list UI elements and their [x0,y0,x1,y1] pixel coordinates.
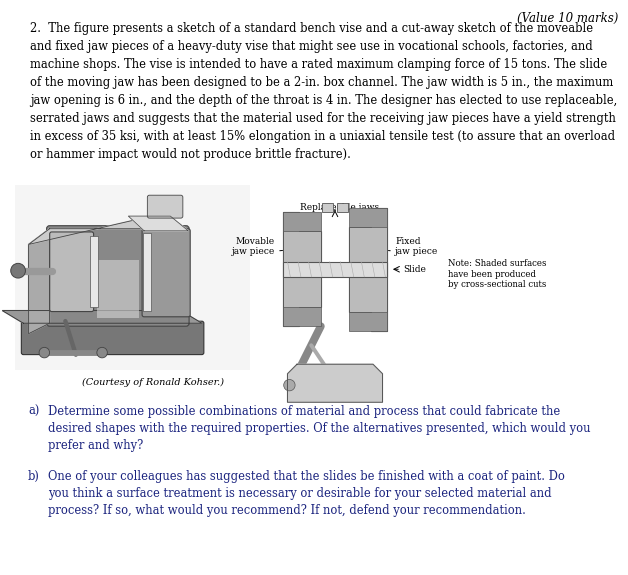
Text: in excess of 35 ksi, with at least 15% elongation in a uniaxial tensile test (to: in excess of 35 ksi, with at least 15% e… [30,130,615,143]
Polygon shape [349,208,387,331]
Polygon shape [128,216,188,231]
Bar [283,262,387,277]
Text: you think a surface treatment is necessary or desirable for your selected materi: you think a surface treatment is necessa… [48,487,551,500]
Text: prefer and why?: prefer and why? [48,439,143,452]
Text: Fixed
jaw piece: Fixed jaw piece [395,237,438,256]
Polygon shape [29,213,186,244]
Circle shape [284,380,295,391]
Text: b): b) [28,470,40,483]
Text: 2.  The figure presents a sketch of a standard bench vise and a cut-away sketch : 2. The figure presents a sketch of a sta… [30,22,593,35]
FancyBboxPatch shape [148,195,183,218]
Bar [143,233,151,310]
Bar [283,212,321,231]
Circle shape [97,347,107,358]
Bar [349,208,387,227]
Circle shape [39,347,50,358]
Polygon shape [29,229,50,334]
Bar [90,236,98,308]
Text: serrated jaws and suggests that the material used for the receiving jaw pieces h: serrated jaws and suggests that the mate… [30,112,616,125]
Text: Determine some possible combinations of material and process that could fabricat: Determine some possible combinations of … [48,405,560,418]
Text: Replaceable jaws: Replaceable jaws [300,203,379,212]
Text: jaw opening is 6 in., and the depth of the throat is 4 in. The designer has elec: jaw opening is 6 in., and the depth of t… [30,94,617,107]
Text: machine shops. The vise is intended to have a rated maximum clamping force of 15: machine shops. The vise is intended to h… [30,58,607,71]
Bar [97,260,139,318]
Bar [322,203,333,212]
FancyBboxPatch shape [46,226,189,326]
Bar [349,312,387,331]
Text: process? If so, what would you recommend? If not, defend your recommendation.: process? If so, what would you recommend… [48,504,526,517]
Bar [283,307,321,326]
Bar [337,203,349,212]
Text: (Value 10 marks): (Value 10 marks) [517,12,618,25]
Text: of the moving jaw has been designed to be a 2-in. box channel. The jaw width is : of the moving jaw has been designed to b… [30,76,614,89]
Text: Note: Shaded surfaces
have been produced
by cross-sectional cuts: Note: Shaded surfaces have been produced… [448,259,546,289]
Polygon shape [283,212,321,326]
Circle shape [11,263,26,278]
FancyBboxPatch shape [21,321,204,355]
Polygon shape [288,364,382,402]
Text: desired shapes with the required properties. Of the alternatives presented, whic: desired shapes with the required propert… [48,422,590,435]
Text: Movable
jaw piece: Movable jaw piece [232,237,275,256]
Text: Slide: Slide [403,264,426,274]
FancyBboxPatch shape [50,232,94,312]
Polygon shape [3,310,202,323]
Text: and fixed jaw pieces of a heavy-duty vise that might see use in vocational schoo: and fixed jaw pieces of a heavy-duty vis… [30,40,593,53]
Text: One of your colleagues has suggested that the slides be finished with a coat of : One of your colleagues has suggested tha… [48,470,565,483]
Text: or hammer impact would not produce brittle fracture).: or hammer impact would not produce britt… [30,148,351,161]
Bar [15,185,250,370]
Text: (Courtesy of Ronald Kohser.): (Courtesy of Ronald Kohser.) [82,378,224,387]
Text: a): a) [28,405,40,418]
FancyBboxPatch shape [142,229,190,317]
